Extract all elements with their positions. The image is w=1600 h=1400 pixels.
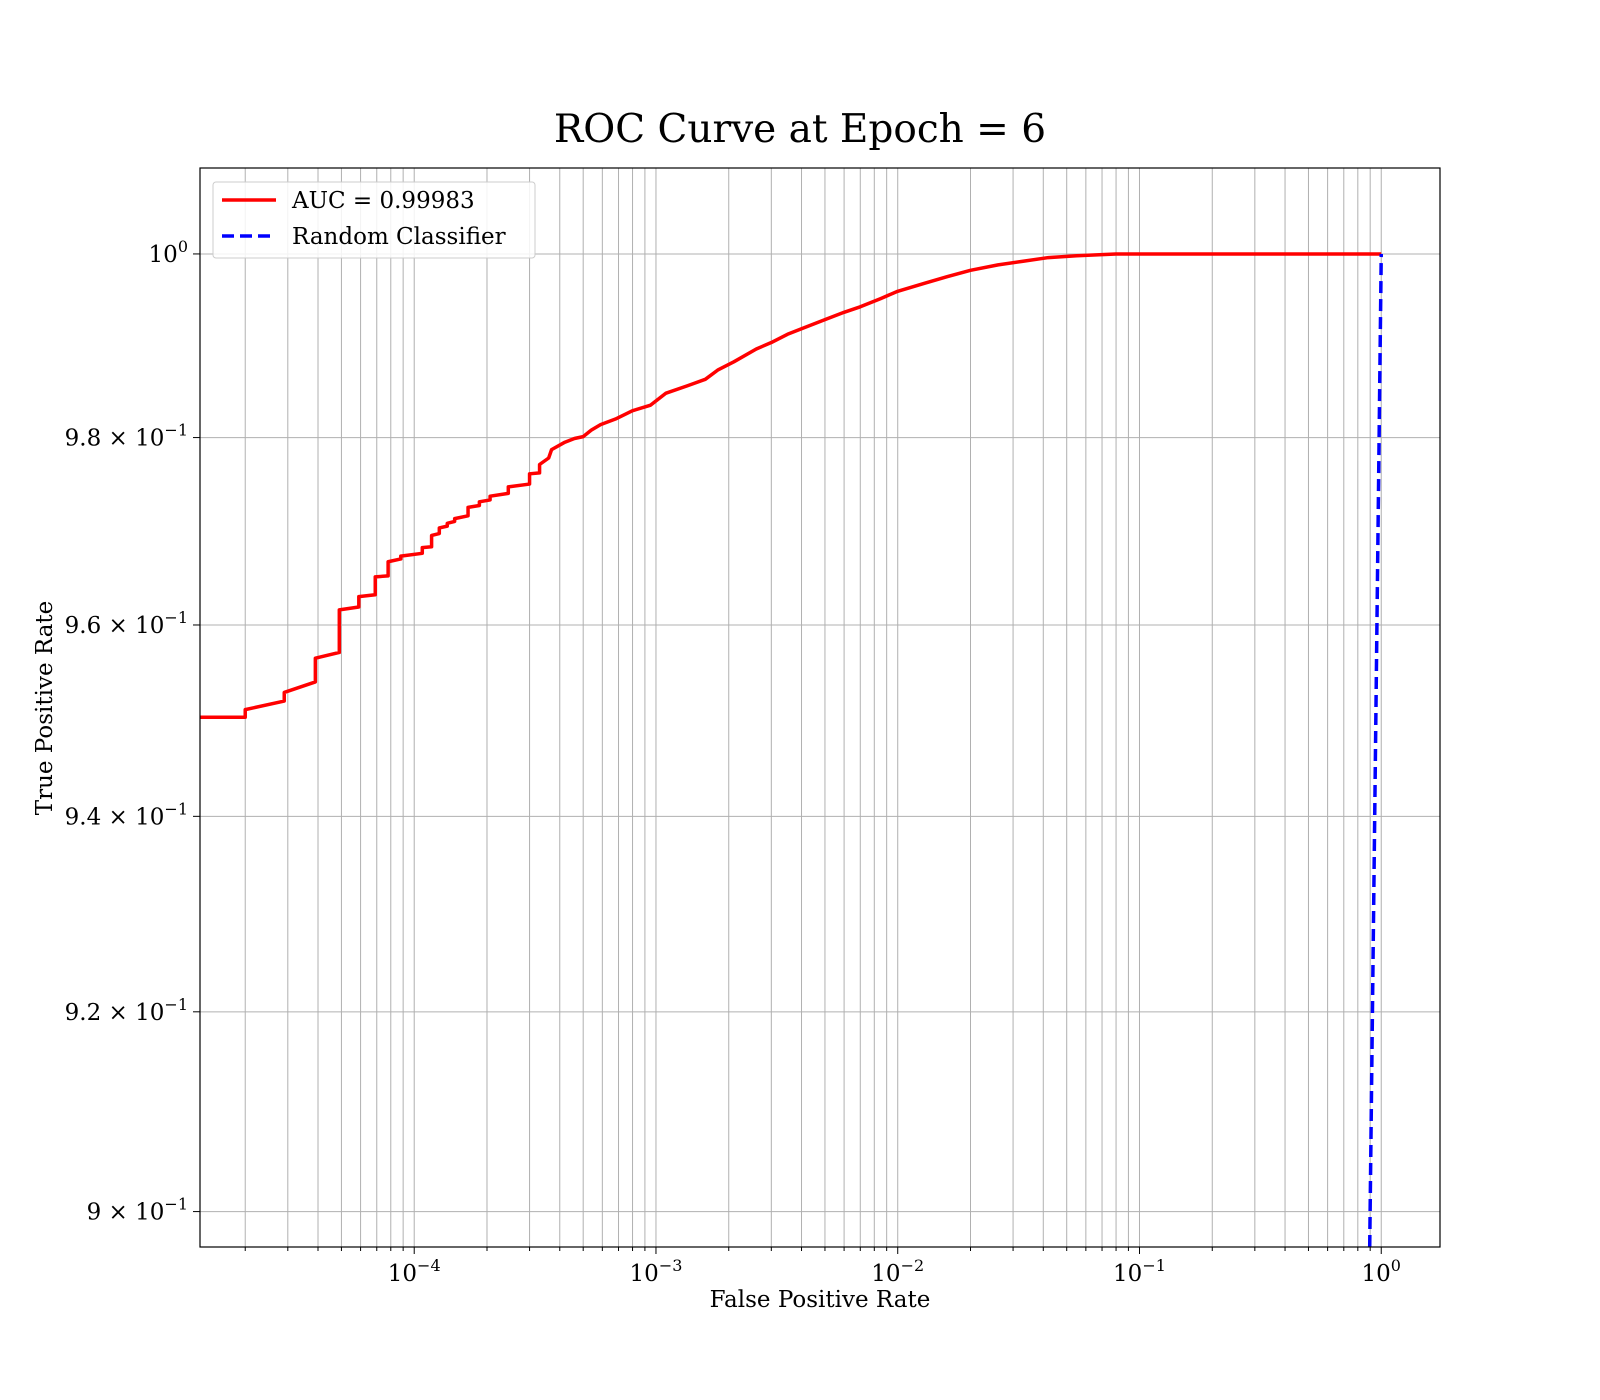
x-axis-title: False Positive Rate (710, 1287, 931, 1313)
y-tick-label: 9.4 × 10−1 (65, 799, 188, 830)
x-tick-label: 10−4 (388, 1256, 441, 1287)
random-classifier-line (1367, 253, 1383, 1248)
legend: AUC = 0.99983 Random Classifier (212, 181, 536, 259)
legend-label-random: Random Classifier (292, 224, 506, 250)
x-tick-label: 10−2 (871, 1256, 924, 1287)
legend-box (212, 181, 536, 259)
y-tick-label: 9.2 × 10−1 (65, 995, 188, 1026)
grid (200, 168, 1440, 1247)
y-tick-label: 100 (149, 237, 188, 268)
roc-curve-line (200, 252, 1382, 720)
plot-lines (200, 252, 1383, 1248)
y-axis-ticks: 100 9.8 × 10−1 9.6 × 10−1 9.4 × 10−1 9.2 × 1… (65, 237, 200, 1226)
x-tick-label: 10−1 (1113, 1256, 1166, 1287)
plot-area-frame (199, 167, 1441, 1248)
chart-title: ROC Curve at Epoch = 6 (554, 107, 1046, 152)
x-tick-label: 100 (1362, 1256, 1401, 1287)
y-tick-label: 9 × 10−1 (87, 1195, 188, 1226)
y-tick-label: 9.8 × 10−1 (65, 421, 188, 452)
y-tick-label: 9.6 × 10−1 (65, 608, 188, 639)
x-tick-label: 10−3 (630, 1256, 683, 1287)
y-axis-title: True Positive Rate (32, 601, 58, 816)
x-axis-ticks: 10−4 10−3 10−2 10−1 100 (244, 1247, 1401, 1287)
legend-label-auc: AUC = 0.99983 (291, 188, 475, 214)
